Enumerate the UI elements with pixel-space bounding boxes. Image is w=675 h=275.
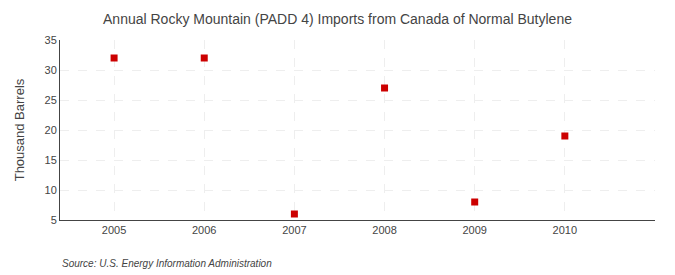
svg-text:10: 10 [45,184,57,196]
svg-text:5: 5 [51,214,57,226]
svg-text:25: 25 [45,94,57,106]
svg-text:30: 30 [45,64,57,76]
svg-text:35: 35 [45,34,57,46]
svg-text:2005: 2005 [102,224,126,236]
svg-text:15: 15 [45,154,57,166]
svg-text:Thousand Barrels: Thousand Barrels [12,78,27,181]
svg-text:2008: 2008 [372,224,396,236]
svg-text:2007: 2007 [282,224,306,236]
svg-text:Source: U.S. Energy Informatio: Source: U.S. Energy Information Administ… [62,258,272,269]
svg-text:20: 20 [45,124,57,136]
svg-text:2010: 2010 [553,224,577,236]
svg-text:Annual Rocky Mountain (PADD 4): Annual Rocky Mountain (PADD 4) Imports f… [103,11,572,27]
svg-text:2006: 2006 [192,224,216,236]
svg-text:2009: 2009 [462,224,486,236]
